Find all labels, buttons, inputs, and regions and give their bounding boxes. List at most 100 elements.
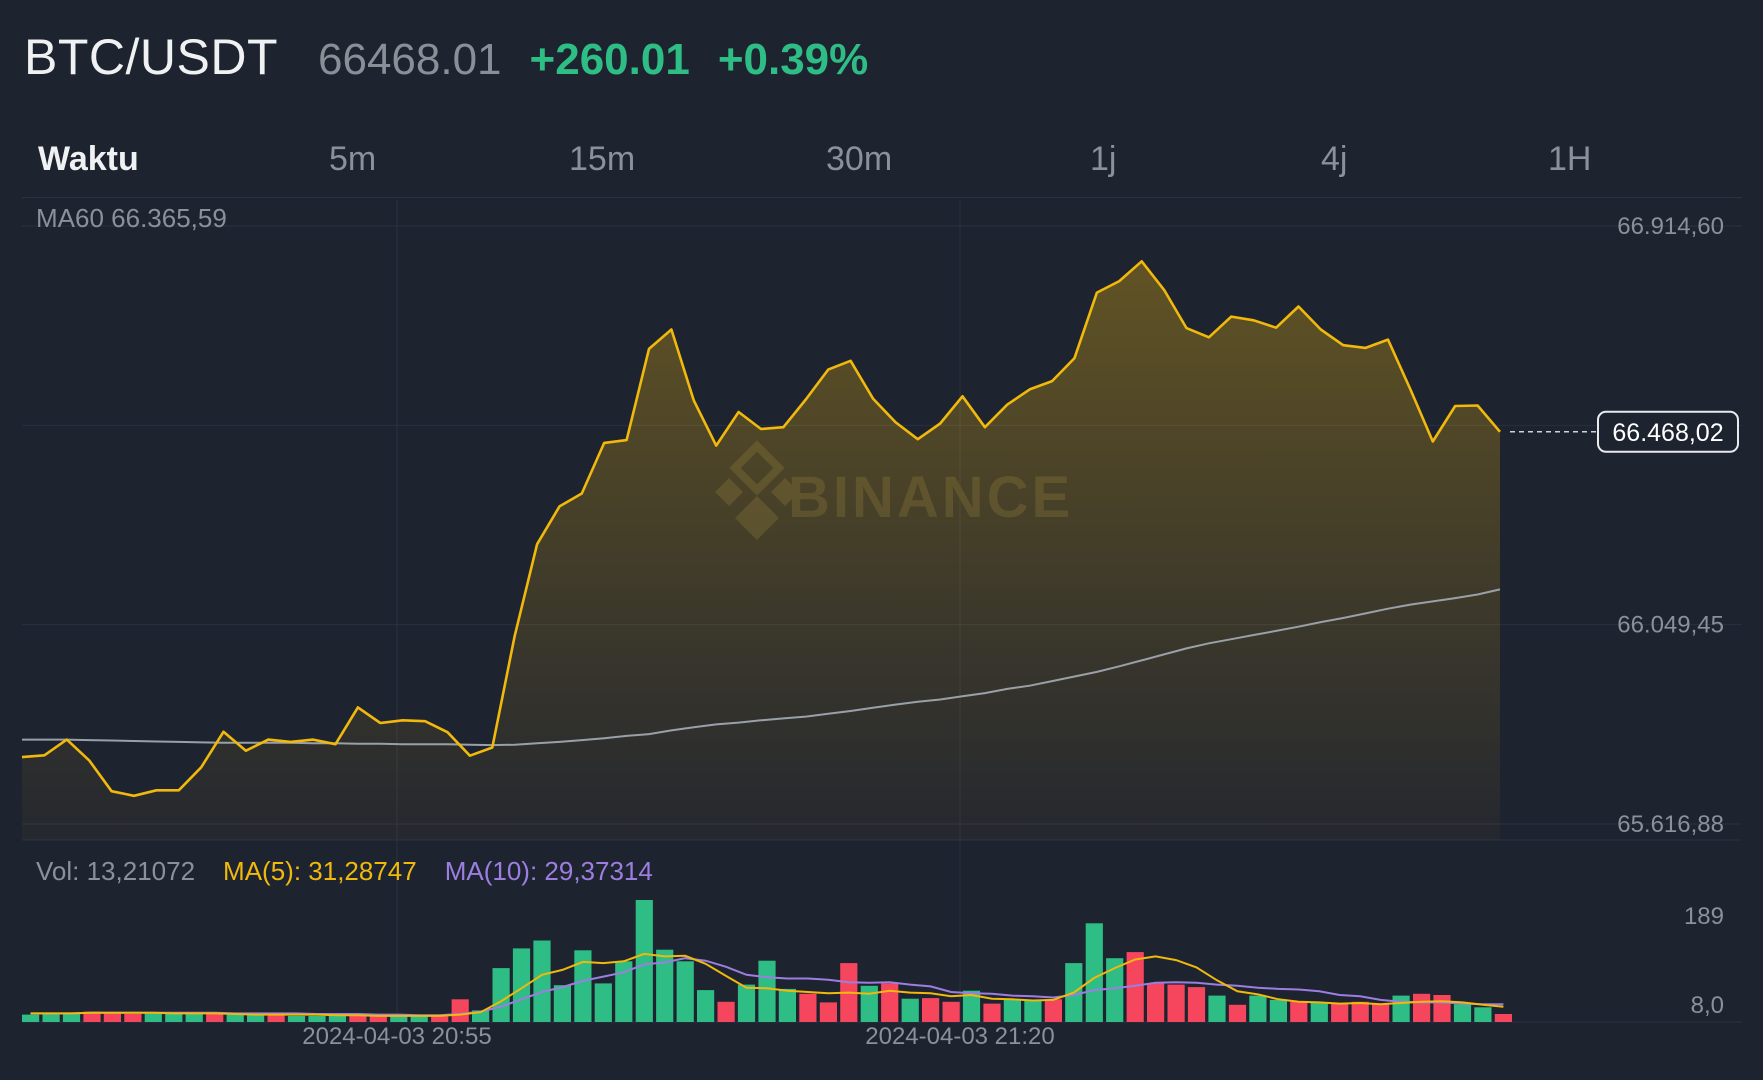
volume-bar (1167, 984, 1185, 1022)
volume-bar (287, 1015, 306, 1022)
ma60-line (22, 588, 1501, 747)
volume-bar (697, 990, 715, 1022)
volume-bar (247, 1013, 265, 1022)
current-price-label: 66.468,02 (1612, 419, 1723, 447)
tab-4h[interactable]: 4j (1321, 140, 1348, 178)
volume-ma10-value: MA(10): 29,37314 (444, 856, 653, 886)
volume-bar (922, 998, 940, 1022)
volume-bar (185, 1012, 203, 1022)
volume-bar (431, 1016, 449, 1022)
volume-value: Vol: 13,21072 (36, 856, 196, 886)
volume-axis-tick-label: 189 (1684, 903, 1724, 930)
volume-bar (1126, 952, 1144, 1022)
interval-tabs: Waktu 5m 15m 30m 1j 4j 1H (0, 140, 1763, 196)
volume-bar (737, 984, 756, 1022)
volume-bar (1392, 995, 1410, 1022)
price-axis-tick-label: 66.914,60 (1617, 213, 1724, 240)
volume-ma5-line (30, 952, 1504, 1017)
tab-15m[interactable]: 15m (569, 140, 636, 178)
volume-bar (676, 961, 694, 1022)
tab-1h[interactable]: 1j (1090, 140, 1117, 178)
volume-bar (799, 993, 817, 1022)
volume-bar (1228, 1004, 1247, 1022)
volume-bar (962, 990, 981, 1022)
volume-bar (819, 1002, 837, 1022)
tab-time[interactable]: Waktu (38, 140, 139, 178)
volume-bar (390, 1015, 408, 1022)
volume-bar (1085, 923, 1103, 1022)
volume-bar (717, 1001, 735, 1022)
volume-bar (512, 948, 531, 1022)
volume-ma10-line (30, 957, 1504, 1017)
volume-bar (1331, 1003, 1349, 1022)
volume-bar (144, 1013, 162, 1022)
volume-bar (615, 961, 633, 1022)
volume-bar (942, 1001, 960, 1022)
volume-axis-tick-label: 8,0 (1691, 992, 1724, 1019)
volume-bar (1433, 995, 1451, 1022)
price-axis-tick-label: 65.616,88 (1617, 811, 1724, 838)
volume-bar (1474, 1007, 1492, 1022)
volume-bar (1269, 999, 1287, 1022)
volume-bar (165, 1012, 183, 1022)
volume-bar (1003, 999, 1021, 1022)
ticker-header: BTC/USDT 66468.01 +260.01 +0.39% (24, 28, 868, 92)
volume-bar (656, 949, 674, 1022)
volume-bar (206, 1012, 224, 1022)
volume-bar (594, 983, 612, 1022)
price-line (21, 260, 1501, 798)
volume-bar (472, 1010, 490, 1022)
volume-bar (881, 983, 899, 1022)
volume-bar (635, 900, 653, 1022)
volume-bar (451, 999, 469, 1022)
tab-5m[interactable]: 5m (329, 140, 377, 178)
volume-bar (1351, 1001, 1369, 1022)
price-axis-tick-label: 66.049,45 (1617, 612, 1724, 639)
time-axis-tick-label: 2024-04-03 21:20 (865, 1023, 1055, 1050)
volume-bar (1208, 995, 1226, 1022)
volume-bar (103, 1012, 121, 1022)
volume-bar (1413, 993, 1431, 1022)
volume-bar (124, 1014, 142, 1022)
volume-bar (1044, 999, 1062, 1022)
volume-ma5-value: MA(5): 31,28747 (223, 856, 417, 886)
volume-bar (62, 1013, 81, 1022)
volume-bar (1147, 983, 1165, 1022)
tabs-divider (22, 197, 1742, 198)
tab-1d[interactable]: 1H (1548, 140, 1592, 178)
last-price: 66468.01 (318, 35, 502, 84)
volume-bar (778, 988, 796, 1022)
pair-symbol[interactable]: BTC/USDT (24, 29, 278, 85)
volume-bar (308, 1015, 326, 1022)
ma60-legend: MA60 66.365,59 (36, 203, 227, 233)
current-price-tag (1597, 410, 1739, 453)
volume-bar (1494, 1014, 1512, 1022)
volume-bar (1310, 1003, 1328, 1022)
price-area-fill (22, 261, 1500, 840)
volume-bar (226, 1014, 244, 1022)
volume-bar (410, 1016, 428, 1022)
tab-30m[interactable]: 30m (826, 140, 893, 178)
volume-bar (901, 998, 919, 1022)
price-change: +260.01 (529, 35, 690, 84)
volume-bar (553, 985, 571, 1022)
volume-bar (369, 1015, 387, 1022)
volume-bar (349, 1015, 367, 1022)
volume-bar (1106, 958, 1124, 1022)
volume-bar (1290, 1001, 1308, 1022)
volume-bar (983, 1003, 1001, 1022)
time-axis-tick-label: 2024-04-03 20:55 (302, 1023, 492, 1050)
volume-bar (574, 950, 592, 1022)
volume-bar (533, 940, 551, 1022)
volume-bar (328, 1015, 346, 1022)
volume-bar (267, 1015, 285, 1022)
volume-bar (1453, 1004, 1472, 1022)
volume-bar (1249, 995, 1267, 1022)
volume-bar (492, 968, 510, 1022)
volume-bar (860, 985, 878, 1022)
volume-bar (42, 1013, 60, 1022)
volume-bar (83, 1011, 101, 1022)
price-change-percent: +0.39% (717, 35, 869, 84)
volume-bar (1372, 1004, 1390, 1022)
